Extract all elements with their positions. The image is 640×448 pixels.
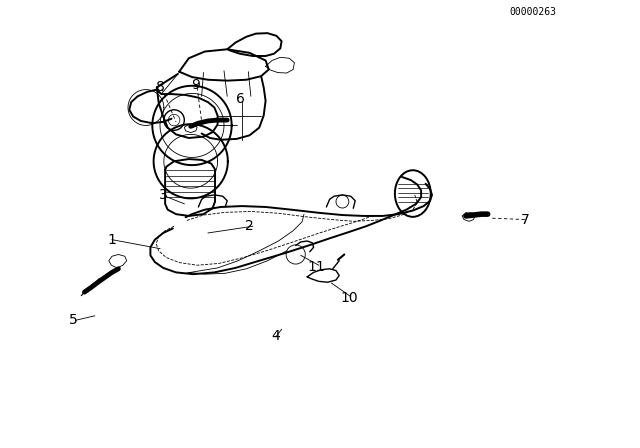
Text: 9: 9 xyxy=(191,78,200,92)
Text: 10: 10 xyxy=(340,291,358,305)
Text: 5: 5 xyxy=(69,313,78,327)
Text: 7: 7 xyxy=(520,212,529,227)
Text: 8: 8 xyxy=(156,80,164,95)
Text: 4: 4 xyxy=(271,329,280,343)
Text: 1: 1 xyxy=(108,233,116,247)
Text: 2: 2 xyxy=(245,219,254,233)
Text: 6: 6 xyxy=(236,91,244,106)
Text: 00000263: 00000263 xyxy=(510,7,557,17)
Text: 3: 3 xyxy=(159,188,168,202)
Text: 11: 11 xyxy=(308,259,326,274)
